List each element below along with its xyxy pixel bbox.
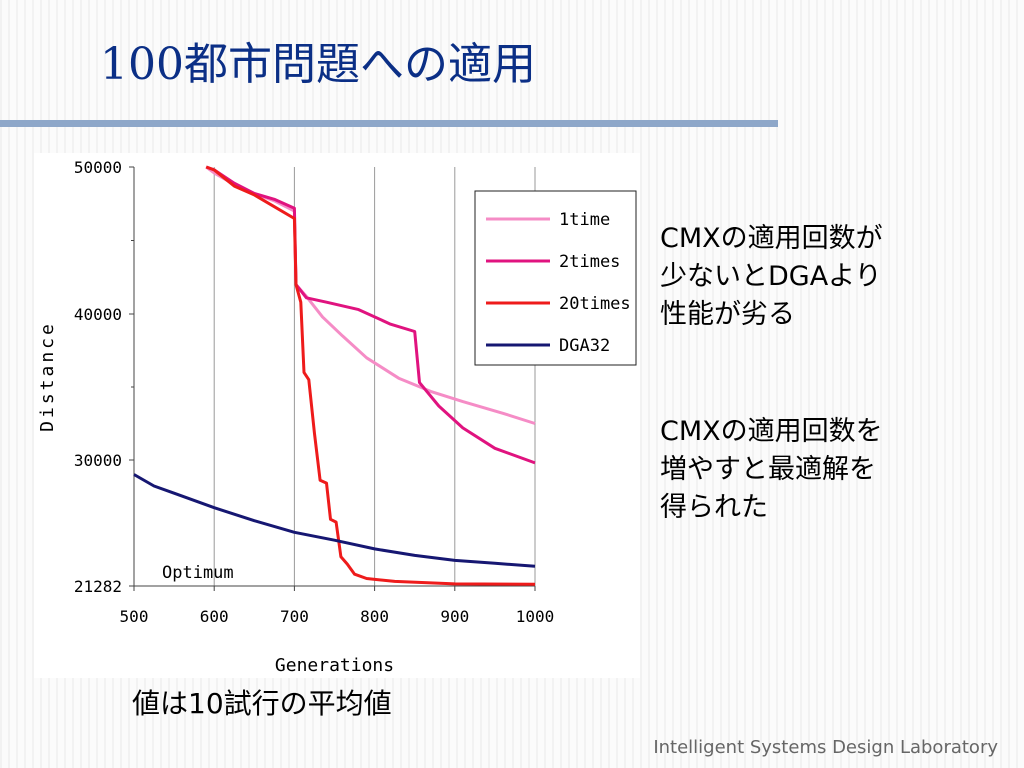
annotation-line: 得られた [660,492,768,523]
legend-label-1time: 1time [559,210,610,230]
legend-label-DGA32: DGA32 [559,336,610,356]
y-tick-label: 30000 [74,451,122,470]
footnote: 値は10試行の平均値 [132,687,392,720]
annotation-line: 増やすと最適解を [660,454,876,485]
legend-label-20times: 20times [559,294,631,314]
annotation-line: CMXの適用回数を [660,416,883,447]
x-tick-label: 900 [440,607,469,626]
optimum-annotation: Optimum [162,563,234,583]
y-tick-label: 50000 [74,158,122,177]
x-tick-label: 800 [360,607,389,626]
legend-label-2times: 2times [559,252,620,272]
annotation-line: 少ないとDGAより [660,261,882,292]
x-tick-label: 1000 [516,607,555,626]
title-divider [0,120,778,127]
annotation-line: CMXの適用回数が [660,223,883,254]
series-line-20times [205,165,536,586]
slide-title: 100都市問題への適用 [100,39,536,90]
x-tick-label: 600 [200,607,229,626]
line-chart: 21282 30000 40000 50000 500 600 700 800 900 1000 G… [37,158,637,676]
x-axis-label: Generations [275,655,394,676]
x-tick-label: 700 [280,607,309,626]
x-tick-label: 500 [120,607,149,626]
annotation-low-cmx: CMXの適用回数が 少ないとDGAより 性能が劣る [660,220,883,334]
legend-box [474,190,637,366]
series-line-2times [205,165,536,465]
chart-panel: 21282 30000 40000 50000 500 600 700 800 900 1000 G… [34,153,640,678]
footer-lab-name: Intelligent Systems Design Laboratory [653,737,998,758]
y-tick-label: 40000 [74,305,122,324]
y-tick-label: 21282 [74,577,122,596]
annotation-line: 性能が劣る [660,299,795,330]
series-line-DGA32 [133,473,536,568]
annotation-high-cmx: CMXの適用回数を 増やすと最適解を 得られた [660,413,883,527]
y-axis-label: Distance [37,321,58,432]
